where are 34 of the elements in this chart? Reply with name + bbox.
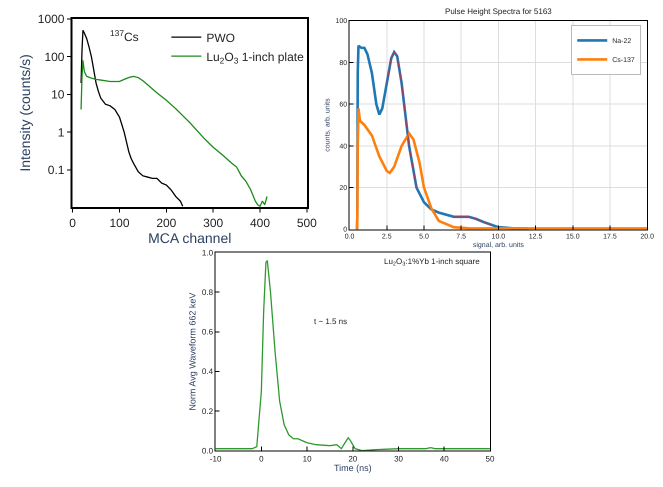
- x-tick-label: 0: [69, 216, 76, 230]
- x-tick-label: 300: [203, 216, 224, 230]
- y-axis-title: Norm Avg Waveform 662 keV: [187, 292, 198, 411]
- x-tick-label: 200: [156, 216, 177, 230]
- y-tick-label: 0.4: [202, 367, 214, 376]
- legend-label: Lu$_{2}$O$_{3}$ 1-inch plate: [206, 50, 304, 66]
- x-tick-label: 40: [440, 454, 450, 464]
- legend-label: PWO: [206, 30, 235, 45]
- y-tick-label: 0.1: [48, 163, 65, 178]
- x-tick-label: 500: [296, 216, 318, 230]
- x-axis-title: MCA channel: [148, 230, 232, 246]
- x-axis-title: Time (ns): [334, 463, 372, 474]
- annotation: $^{137}$Cs: [110, 28, 139, 44]
- y-tick-label: 0.0: [202, 446, 214, 456]
- y-axis-title: Intensity (counts/s): [16, 54, 33, 172]
- annotation: Lu$_{2}$O$_{3}$:1%Yb 1-inch square: [384, 257, 480, 268]
- x-tick-label: 30: [394, 454, 404, 464]
- y-tick-label: 1.0: [202, 248, 214, 258]
- chart-title: Pulse Height Spectra for 5163: [445, 7, 552, 16]
- y-tick-label: 1000: [38, 12, 65, 26]
- y-tick-label: 100: [44, 50, 65, 64]
- y-tick-label: 1: [58, 125, 65, 140]
- x-tick-label: 10: [302, 454, 312, 464]
- x-tick-label: 100: [109, 216, 130, 230]
- x-tick-label: 0: [259, 454, 264, 464]
- y-tick-label: 0.6: [202, 328, 214, 337]
- x-tick-label: 20: [348, 454, 358, 464]
- annotation: t ~ 1.5 ns: [314, 317, 348, 326]
- x-tick-label: 400: [250, 216, 270, 230]
- y-tick-label: 10: [51, 88, 65, 102]
- y-tick-label: 0.8: [202, 288, 214, 297]
- x-tick-label: -10: [210, 454, 222, 464]
- x-tick-label: 50: [486, 454, 495, 464]
- y-tick-label: 0.2: [202, 406, 214, 416]
